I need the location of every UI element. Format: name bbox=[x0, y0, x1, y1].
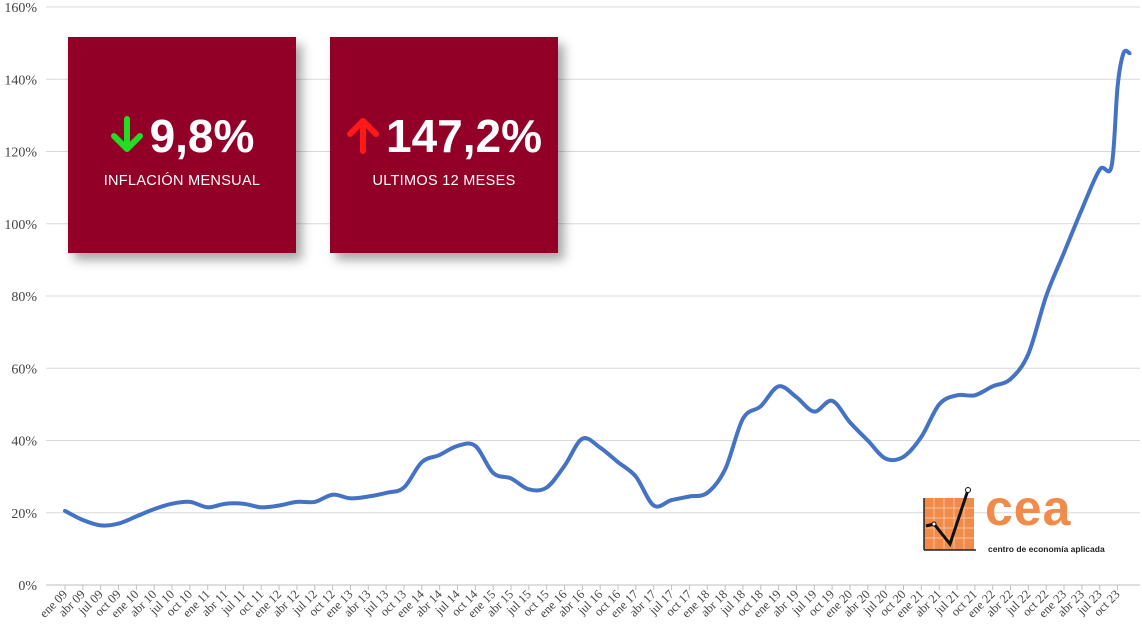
cea-logo-tagline: centro de economía aplicada bbox=[988, 544, 1105, 554]
y-axis-tick-labels: 0% 20% 40% 60% 80% 100% 120% 140% 160% bbox=[4, 1, 37, 594]
monthly-inflation-value-row: 9,8% bbox=[68, 109, 296, 163]
y-tick-label: 80% bbox=[11, 290, 37, 305]
y-tick-label: 140% bbox=[4, 73, 37, 88]
annual-inflation-value-row: 147,2% bbox=[330, 109, 558, 163]
cea-logo: cea centro de economía aplicada bbox=[922, 480, 1105, 556]
y-tick-label: 100% bbox=[4, 218, 37, 233]
cea-logo-wordmark: cea bbox=[985, 480, 1072, 536]
annual-inflation-label: ULTIMOS 12 MESES bbox=[372, 173, 516, 189]
y-tick-label: 120% bbox=[4, 146, 37, 161]
monthly-inflation-label: INFLACIÓN MENSUAL bbox=[103, 173, 261, 189]
y-tick-label: 0% bbox=[18, 579, 37, 594]
monthly-inflation-card: 9,8% INFLACIÓN MENSUAL bbox=[68, 37, 296, 253]
y-tick-label: 40% bbox=[11, 435, 37, 450]
annual-inflation-value: 147,2% bbox=[385, 110, 542, 162]
y-tick-label: 160% bbox=[4, 1, 37, 16]
monthly-inflation-value: 9,8% bbox=[149, 110, 255, 162]
up-arrow-icon bbox=[346, 118, 379, 154]
down-arrow-icon bbox=[110, 116, 143, 152]
y-tick-label: 20% bbox=[11, 507, 37, 522]
series-line bbox=[63, 48, 1132, 528]
annual-inflation-card: 147,2% ULTIMOS 12 MESES bbox=[330, 37, 558, 253]
x-axis bbox=[46, 584, 1140, 590]
y-tick-label: 60% bbox=[11, 362, 37, 377]
cea-logo-chart-icon bbox=[923, 487, 976, 551]
